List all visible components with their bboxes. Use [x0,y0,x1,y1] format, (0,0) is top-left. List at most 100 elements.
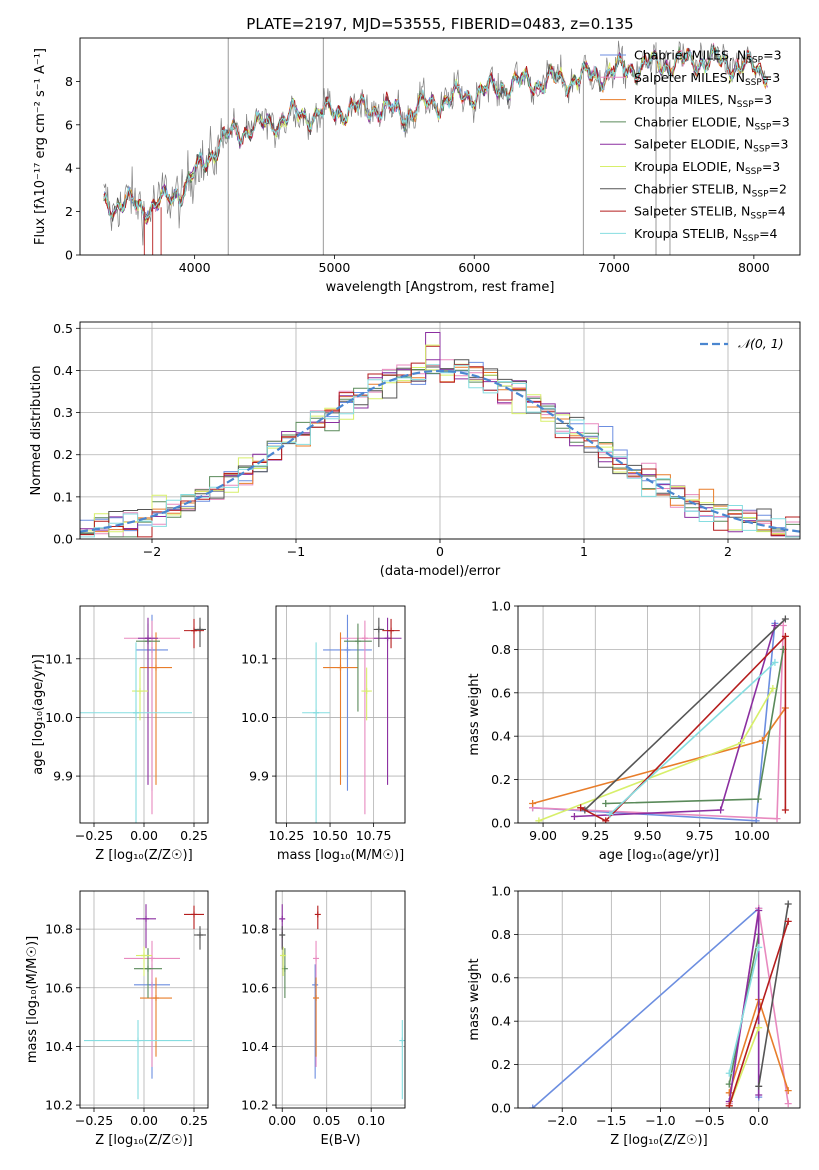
axes-frame: 10.25 10.50 10.75 9.9 10.0 10.1 mass [log₁₀(M/… [241,605,406,863]
y-tick-label: 0.0 [491,1101,511,1116]
legend-subscript: SSP [752,189,769,199]
y-tick-label: 0.6 [491,970,511,985]
legend-label-normal: 𝒩(0, 1) [738,336,784,351]
plot-area [80,614,206,823]
legend-subscript: SSP [746,56,763,66]
model-spectrum-kroupa_stelib [103,45,768,220]
y-tick-label: 1.0 [491,884,511,899]
x-tick-label: 0.00 [130,1113,158,1128]
y-tick-label: 0 [65,248,73,263]
weight-marker-chabrier_miles [529,1104,537,1108]
x-tick-label: 0 [436,544,444,559]
weight-line-kroupa_stelib [728,947,760,1074]
marker-kroupa_stelib [135,1037,141,1044]
axes-frame: 4000 5000 6000 7000 8000 0 2 4 6 8 wavelength [Ang… [33,37,801,295]
x-tick-label: 10.75 [356,828,392,843]
weight-marker-kroupa_elodie [755,1024,763,1032]
marker-salpeter_miles [361,635,368,642]
plot-area [529,615,789,823]
x-axis-label: wavelength [Angstrom, rest frame] [326,280,555,295]
y-tick-label: 6 [65,117,73,132]
legend-subscript: SSP [745,78,762,88]
legend-label-salpeter_elodie: Salpeter ELODIE, NSSP=3 [634,137,788,155]
plot-area [529,900,792,1108]
y-tick-label: 0.8 [491,927,511,942]
x-axis-label: E(B-V) [320,1133,360,1148]
figure-title: PLATE=2197, MJD=53555, FIBERID=0483, z=0… [246,15,633,33]
weight-marker-kroupa_miles [784,1087,792,1095]
x-tick-label: 0.10 [357,1113,385,1128]
weight-marker-chabrier_stelib [784,900,792,908]
weight-marker-salpeter_elodie [570,812,578,820]
legend-subscript: SSP [737,100,754,110]
x-axis-label: Z [log₁₀(Z/Z☉)] [95,1133,192,1148]
marker-salpeter_elodie [279,915,286,922]
weight-marker-kroupa_stelib [755,943,763,951]
x-tick-label: 6000 [458,260,490,275]
marker-chabrier_stelib [197,931,203,938]
axes-border [79,890,209,1109]
axes-border [79,37,801,256]
weight-marker-salpeter_miles [779,622,787,630]
weight-marker-salpeter_elodie [755,907,763,915]
weight-line-chabrier_miles [532,906,760,1108]
x-axis-label: Z [log₁₀(Z/Z☉)] [610,1133,707,1148]
legend-label-salpeter_miles: Salpeter MILES, NSSP=3 [634,70,780,88]
x-tick-label: 9.50 [634,828,662,843]
marker-salpeter_stelib [191,627,197,634]
legend-subscript: SSP [745,167,762,177]
weight-marker-kroupa_stelib [606,810,614,818]
y-tick-label: 0.2 [491,772,511,787]
spectrum-panel: 4000 5000 6000 7000 8000 0 2 4 6 8 wavelength [Ang… [33,37,801,295]
y-tick-label: 0.1 [53,489,73,504]
weight-line-kroupa_stelib [609,661,776,815]
weight-line-salpeter_elodie [574,625,776,818]
weight-marker-salpeter_stelib [725,1102,733,1108]
x-tick-label: −1 [287,544,305,559]
axes-border [79,321,801,540]
x-tick-label: −2.0 [547,1113,577,1128]
marker-kroupa_stelib [133,709,139,716]
x-tick-label: −0.25 [75,828,113,843]
y-axis-label: mass [log₁₀(M/M☉)] [25,936,40,1063]
marker-salpeter_miles [313,955,320,962]
x-tick-label: 1 [580,544,588,559]
marker-salpeter_stelib [314,911,321,918]
x-tick-label: 0.05 [313,1113,341,1128]
weight-line-chabrier_stelib [757,903,789,1087]
weight-marker-chabrier_stelib [781,615,789,623]
legend-subscript: SSP [753,145,770,155]
x-tick-label: −0.5 [694,1113,724,1128]
x-axis-label: (data-model)/error [380,564,501,579]
weight-marker-salpeter_stelib [577,804,585,812]
weight-marker-kroupa_stelib [771,658,779,666]
y-tick-label: 10.4 [241,1039,269,1054]
marker-kroupa_stelib [313,709,320,716]
y-tick-label: 10.2 [45,1098,73,1113]
age-vs-z-panel: −0.25 0.00 0.25 9.9 10.0 10.1 Z [log₁₀(Z/Z☉)] a… [31,605,209,863]
x-tick-label: 2 [724,544,732,559]
y-tick-label: 4 [65,161,73,176]
y-tick-label: 10.8 [241,922,269,937]
y-tick-label: 0.4 [491,729,511,744]
y-axis-label: age [log₁₀(age/yr)] [31,654,46,775]
x-tick-label: 5000 [319,260,351,275]
legend-tail: =3 [763,48,781,63]
y-tick-label: 10.0 [45,710,73,725]
x-tick-label: 0.25 [180,1113,208,1128]
marker-salpeter_elodie [143,915,149,922]
y-tick-label: 9.9 [53,769,73,784]
y-tick-label: 10.2 [241,1098,269,1113]
plot-area [80,332,800,538]
marker-chabrier_elodie [145,965,151,972]
axes-frame: 9.00 9.25 9.50 9.75 10.00 0.0 0.2 0.4 0.6 0.8 1.0 a… [467,599,801,863]
axes-frame: −0.25 0.00 0.25 10.2 10.4 10.6 10.8 Z [log₁₀(Z/… [25,890,209,1148]
y-tick-label: 0.2 [53,447,73,462]
x-tick-label: 10.00 [734,828,770,843]
y-tick-label: 0.3 [53,405,73,420]
weight-marker-kroupa_elodie [738,739,746,747]
legend-label-salpeter_stelib: Salpeter STELIB, NSSP=4 [634,204,786,222]
weight-marker-chabrier_stelib [755,1082,763,1090]
marker-chabrier_stelib [197,626,203,633]
